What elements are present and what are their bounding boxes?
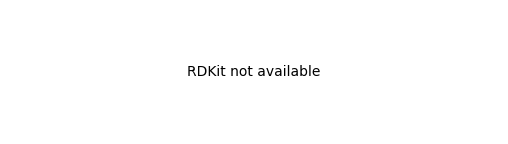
Text: RDKit not available: RDKit not available: [187, 65, 321, 79]
